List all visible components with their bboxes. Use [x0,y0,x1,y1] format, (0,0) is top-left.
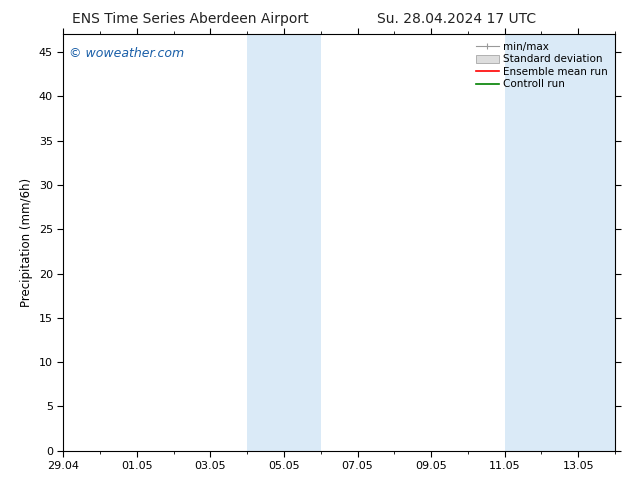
Bar [505,34,615,451]
Text: Su. 28.04.2024 17 UTC: Su. 28.04.2024 17 UTC [377,12,536,26]
Text: ENS Time Series Aberdeen Airport: ENS Time Series Aberdeen Airport [72,12,309,26]
Text: © woweather.com: © woweather.com [69,47,184,60]
Bar [247,34,321,451]
Legend: min/max, Standard deviation, Ensemble mean run, Controll run: min/max, Standard deviation, Ensemble me… [474,40,610,92]
Y-axis label: Precipitation (mm/6h): Precipitation (mm/6h) [20,178,34,307]
